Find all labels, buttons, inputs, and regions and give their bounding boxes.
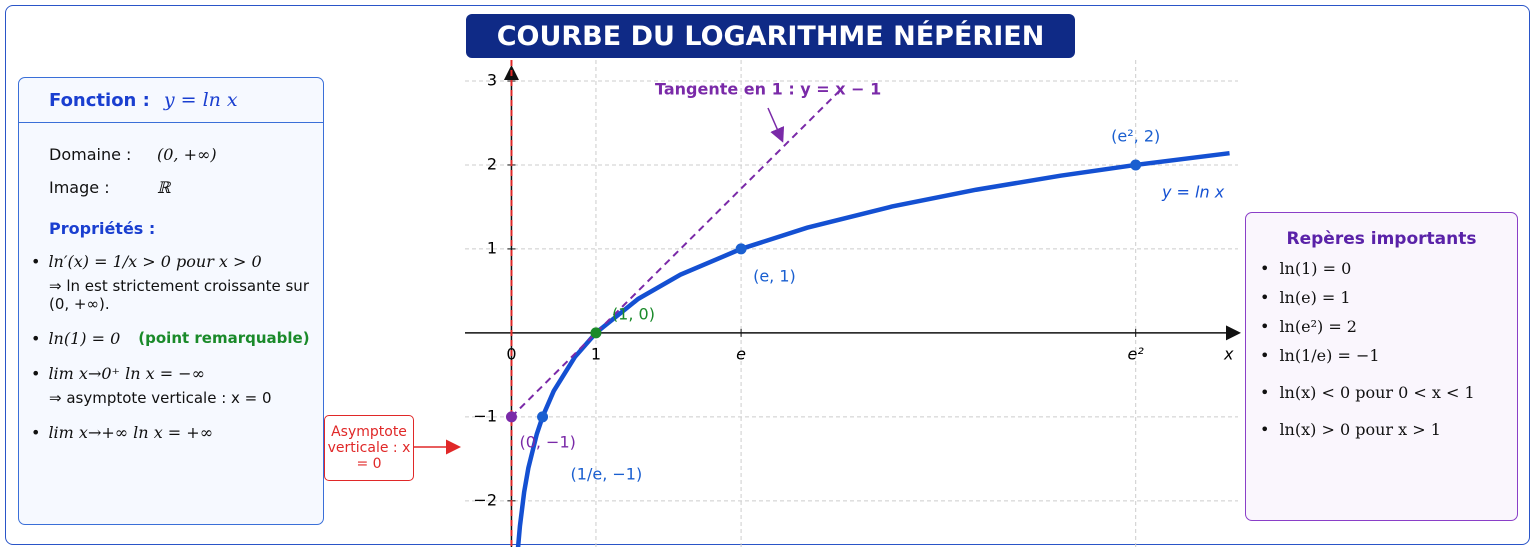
item-text: ln(e²) = 2 [1279,317,1357,336]
series-line [515,150,1230,547]
item: • ln(1) = 0 [1260,259,1517,278]
property-text: ln(1) = 0 [48,329,121,348]
property-text: lim x→+∞ ln x = +∞ [48,423,214,442]
bullet: • [1260,259,1270,278]
bullet: • [1260,317,1270,336]
property-detail: ⇒ ln est strictement croissante sur (0, … [49,277,309,313]
row-value: ℝ [157,178,171,197]
item: • ln(e²) = 2 [1260,317,1517,336]
item: • ln(x) < 0 pour 0 < x < 1 [1260,383,1517,402]
point-label: (0, −1) [519,432,575,451]
items: • ln(1) = 0 • ln(e) = 1 • ln(e²) = 2 • ln(1/e) … [1246,259,1517,439]
item-text: ln(x) < 0 pour 0 < x < 1 [1279,383,1475,402]
item-text: ln(e) = 1 [1279,288,1351,307]
property: • lim x→+∞ ln x = +∞ [31,423,214,442]
row-label: Image : [49,178,110,197]
row: Image : ℝ [49,178,323,197]
property: • ln′(x) = 1/x > 0 pour x > 0 [31,252,262,271]
series-label: Tangente en 1 : y = x − 1 [655,80,881,99]
y-tick-label: 3 [487,70,497,89]
item: • ln(1/e) = −1 [1260,346,1517,365]
property-text: lim x→0⁺ ln x = −∞ [48,364,205,383]
row: Domaine : (0, +∞) [49,145,323,164]
point [735,243,747,255]
property-text: ln′(x) = 1/x > 0 pour x > 0 [48,252,262,271]
item-text: ln(x) > 0 pour x > 1 [1279,420,1441,439]
property: • ln(1) = 0 (point remarquable) [31,329,310,348]
y-tick-label: 1 [487,238,497,257]
row-value: (0, +∞) [157,145,217,164]
properties-title: Propriétés : [49,219,156,238]
right-title: Repères importants [1286,229,1477,249]
point-label: (1, 0) [612,304,655,323]
point [1130,159,1142,171]
bullet: • [1260,383,1270,402]
x-tick-label: e² [1128,344,1145,363]
x-axis-label: x [1223,344,1234,363]
y-tick-label: −1 [473,406,497,425]
point [537,411,549,423]
y-tick-label: 2 [487,154,497,173]
left-panel: Fonction : y = ln x Domaine : (0, +∞) Imag… [18,77,324,525]
header-label: Fonction : [49,89,150,111]
bullet: • [1260,346,1270,365]
series-line [510,88,842,418]
x-tick-label: 1 [591,344,601,363]
y-tick-label: −2 [473,490,497,509]
asymptote-note: Asymptote verticale : x = 0 [324,415,414,481]
title: COURBE DU LOGARITHME NÉPÉRIEN [466,14,1075,58]
point [590,327,602,339]
item: • ln(x) > 0 pour x > 1 [1260,420,1517,439]
point [505,411,517,423]
plot [510,88,1230,547]
panel-header: Fonction : y = ln x [19,78,323,123]
right-panel: Repères importants • ln(1) = 0 • ln(e) = 1 •… [1245,212,1518,521]
property-note: (point remarquable) [138,329,310,347]
row-label: Domaine : [49,145,132,164]
header-formula: y = ln x [163,89,238,111]
bullet: • [1260,420,1270,439]
point-label: (e, 1) [753,266,796,285]
frame [5,5,1530,545]
series-label: y = ln x [1161,183,1225,202]
item-text: ln(1) = 0 [1279,259,1352,278]
bullet: • [1260,288,1270,307]
property-detail: ⇒ asymptote verticale : x = 0 [49,389,272,407]
tangent-pointer [767,107,785,143]
item: • ln(e) = 1 [1260,288,1517,307]
point-label: (1/e, −1) [571,464,643,483]
property: • lim x→0⁺ ln x = −∞ [31,364,205,383]
point-label: (e², 2) [1111,126,1160,145]
item-text: ln(1/e) = −1 [1279,346,1380,365]
x-tick-label: e [736,344,746,363]
